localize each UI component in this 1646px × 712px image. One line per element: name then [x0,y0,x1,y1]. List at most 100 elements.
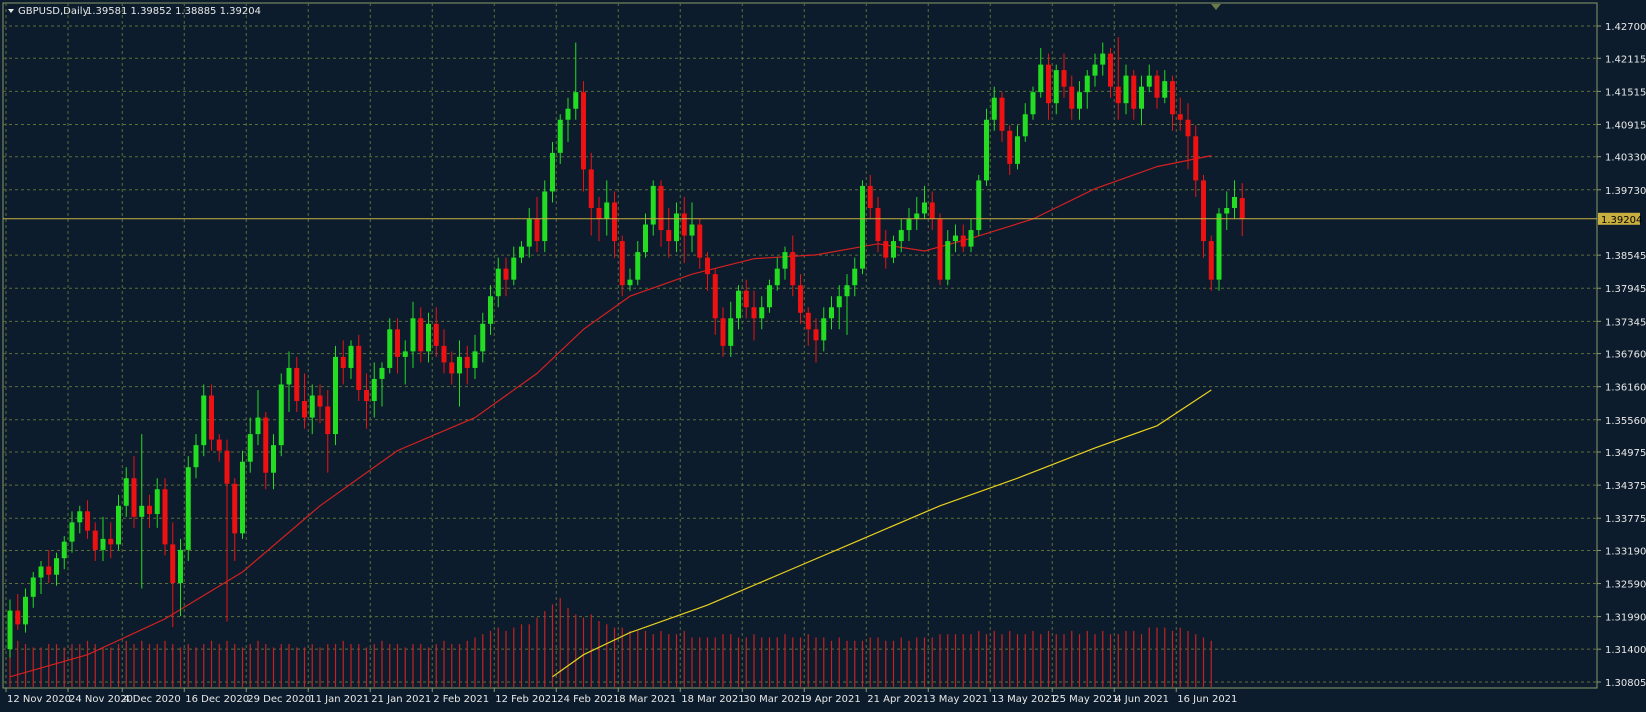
candle[interactable] [565,97,571,142]
candle[interactable] [627,268,633,291]
candle[interactable] [77,505,83,534]
candle[interactable] [1046,53,1051,120]
candle[interactable] [38,560,44,595]
candle[interactable] [526,207,532,258]
chevron-down-icon[interactable] [8,9,14,13]
candle[interactable] [922,185,927,220]
candle[interactable] [712,268,718,335]
candle[interactable] [364,373,369,429]
candle[interactable] [201,384,207,457]
candle[interactable] [650,180,656,236]
candle[interactable] [30,571,36,608]
candle[interactable] [689,202,695,253]
candle[interactable] [929,191,935,231]
candle[interactable] [1022,103,1028,142]
candle[interactable] [278,373,284,457]
candle[interactable] [844,274,850,335]
candle[interactable] [898,219,904,253]
candle[interactable] [798,274,803,324]
candle[interactable] [1053,64,1059,115]
candle[interactable] [123,467,129,517]
candle[interactable] [69,511,75,553]
candle[interactable] [309,384,315,435]
candle[interactable] [643,213,648,258]
candle[interactable] [674,202,679,253]
candle[interactable] [480,312,486,363]
candle[interactable] [1154,70,1160,109]
candle[interactable] [728,301,734,357]
candle[interactable] [503,257,509,297]
candle[interactable] [54,552,59,586]
candle[interactable] [588,152,594,236]
candle[interactable] [1177,97,1183,131]
candle[interactable] [666,207,672,258]
candle[interactable] [15,594,21,630]
candle[interactable] [7,599,13,658]
candle[interactable] [1077,81,1082,120]
candle[interactable] [1216,207,1222,291]
candle[interactable] [999,92,1005,142]
candle[interactable] [1030,86,1036,120]
candle[interactable] [883,230,889,269]
candle[interactable] [790,235,796,297]
candle[interactable] [991,86,997,131]
candle[interactable] [1185,103,1191,170]
candle[interactable] [1092,53,1098,87]
candle[interactable] [387,318,393,374]
candle[interactable] [116,494,121,550]
candle[interactable] [821,307,827,352]
candle[interactable] [573,42,579,120]
candle[interactable] [1100,42,1106,76]
candle[interactable] [224,439,230,622]
candle[interactable] [906,207,912,242]
candle[interactable] [46,549,52,584]
candle[interactable] [488,285,493,335]
candle[interactable] [511,246,517,286]
candle[interactable] [371,362,377,418]
candle[interactable] [131,456,137,528]
candle[interactable] [720,307,726,357]
candle[interactable] [960,224,966,253]
candle[interactable] [286,351,292,413]
candle[interactable] [1084,70,1090,109]
candle[interactable] [1201,174,1206,258]
candle[interactable] [193,434,199,479]
candle[interactable] [325,389,331,473]
candle[interactable] [984,108,989,186]
candle[interactable] [162,478,168,556]
candle[interactable] [100,516,106,561]
candle[interactable] [240,450,245,539]
candle[interactable] [255,389,261,446]
candle[interactable] [976,174,982,236]
candle[interactable] [658,180,664,247]
candle[interactable] [759,296,765,330]
candle[interactable] [108,522,114,559]
candle[interactable] [472,334,478,379]
candle[interactable] [410,301,416,368]
candle[interactable] [271,434,276,490]
candle[interactable] [1139,75,1144,126]
candle[interactable] [457,340,462,407]
candle[interactable] [85,500,90,539]
candle[interactable] [1224,191,1230,231]
candle[interactable] [1061,53,1067,98]
candle[interactable] [216,434,222,462]
candle[interactable] [433,307,439,357]
candle[interactable] [185,456,191,561]
candle[interactable] [1108,48,1113,98]
candle[interactable] [767,279,772,313]
candle[interactable] [1069,75,1075,120]
candle[interactable] [340,340,346,385]
candle[interactable] [1232,180,1237,220]
candle[interactable] [263,412,269,490]
candle[interactable] [557,114,563,164]
candle[interactable] [937,213,943,286]
candle[interactable] [402,340,408,385]
candle[interactable] [550,141,555,203]
candle[interactable] [612,191,617,258]
candle[interactable] [829,296,834,330]
candle[interactable] [697,219,703,269]
candle[interactable] [464,345,470,385]
